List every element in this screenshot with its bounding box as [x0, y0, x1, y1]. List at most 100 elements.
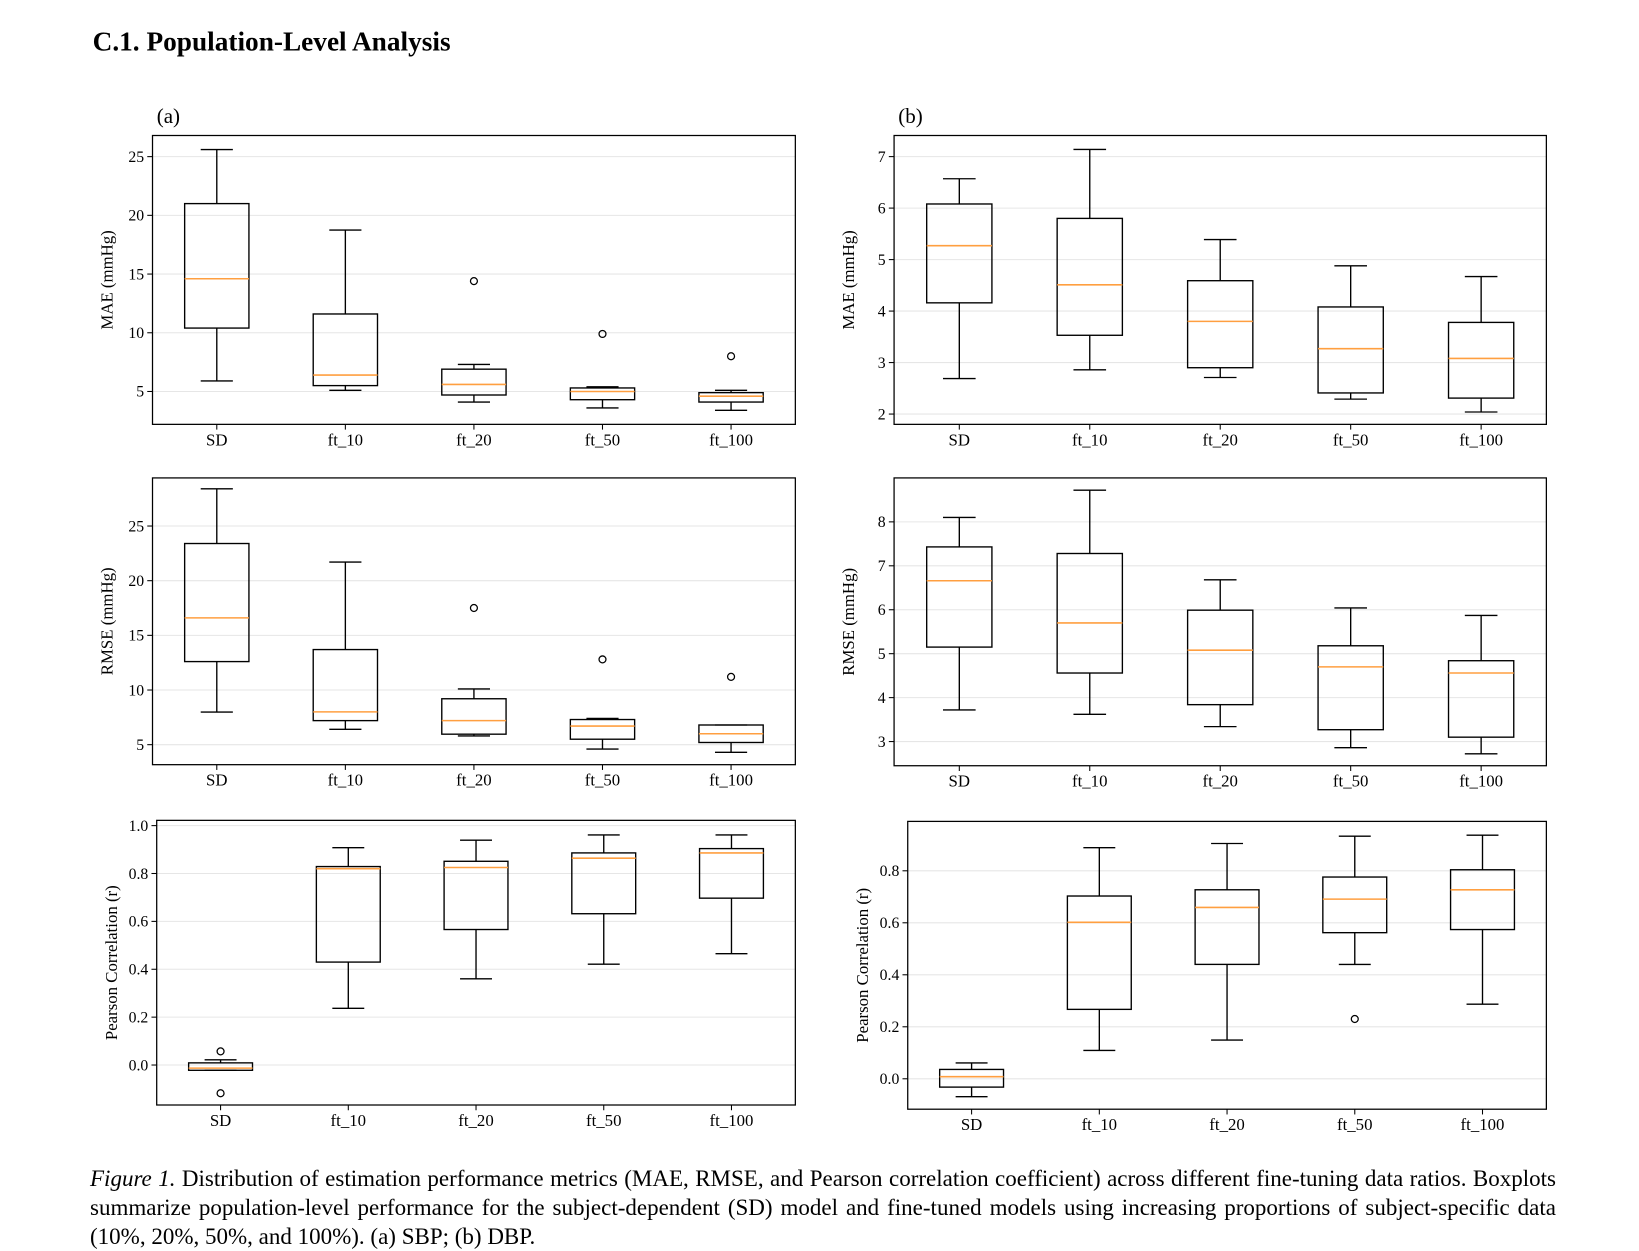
box — [183, 542, 250, 663]
caption: Figure 1. Distribution of estimation per… — [90, 1164, 1556, 1251]
flier — [216, 1089, 225, 1098]
y-tick-label: 20 — [128, 573, 144, 590]
box — [1186, 609, 1254, 706]
y-tick-label: 5 — [136, 384, 144, 401]
flier — [469, 277, 479, 286]
flier — [1350, 1014, 1359, 1024]
x-tick-label: ft_20 — [456, 771, 491, 790]
x-tick-label: ft_10 — [328, 430, 363, 449]
box — [938, 1068, 1005, 1088]
y-tick-label: 0.2 — [880, 1019, 900, 1036]
y-tick-label: 2 — [878, 406, 886, 423]
x-tick-label: ft_50 — [586, 1111, 621, 1130]
box — [183, 202, 250, 329]
x-tick-label: ft_10 — [1072, 772, 1107, 791]
x-tick-label: ft_50 — [1333, 772, 1368, 791]
x-tick-label: ft_10 — [1082, 1115, 1117, 1134]
flier — [216, 1047, 225, 1056]
x-tick-label: SD — [949, 772, 970, 791]
box — [187, 1062, 254, 1071]
x-tick-label: ft_10 — [331, 1111, 366, 1130]
box — [569, 718, 636, 740]
x-tick-label: ft_10 — [328, 771, 363, 790]
y-tick-label: 7 — [878, 149, 886, 166]
flier — [726, 672, 736, 681]
box — [1186, 280, 1254, 369]
box — [569, 387, 636, 401]
box — [698, 391, 764, 403]
box — [1194, 889, 1260, 966]
y-tick-label: 25 — [128, 518, 144, 535]
box — [1317, 306, 1384, 394]
box — [926, 203, 993, 304]
y-tick-label: 0.6 — [880, 915, 900, 932]
box — [441, 698, 507, 735]
section-title: C.1. Population-Level Analysis — [93, 26, 451, 56]
y-tick-label: 0.0 — [129, 1057, 149, 1074]
y-tick-label: 10 — [128, 325, 144, 342]
box — [571, 852, 637, 915]
y-tick-label: 0.4 — [880, 967, 900, 984]
x-tick-label: ft_20 — [1202, 430, 1237, 449]
y-tick-label: 0.6 — [129, 914, 149, 931]
y-tick-label: 5 — [878, 646, 886, 663]
box — [312, 313, 379, 387]
y-tick-label: 25 — [128, 149, 144, 166]
y-tick-label: 5 — [136, 737, 144, 754]
box — [1322, 876, 1388, 934]
x-tick-label: ft_100 — [709, 430, 753, 449]
x-tick-label: ft_10 — [1072, 430, 1107, 449]
box — [1449, 869, 1516, 931]
x-tick-label: SD — [210, 1111, 231, 1130]
box — [926, 546, 993, 648]
box — [698, 847, 765, 899]
y-tick-label: 3 — [878, 734, 886, 751]
x-tick-label: ft_50 — [585, 430, 620, 449]
x-tick-label: ft_50 — [1337, 1115, 1372, 1134]
x-tick-label: ft_50 — [585, 771, 620, 790]
y-tick-label: 4 — [878, 690, 886, 707]
y-axis-label: RMSE (mmHg) — [839, 568, 858, 676]
panel-label: (a) — [157, 104, 180, 128]
box — [1066, 895, 1132, 1011]
y-tick-label: 0.8 — [129, 866, 149, 883]
box — [315, 865, 381, 963]
x-tick-label: SD — [206, 430, 227, 449]
y-axis-label: Pearson Correlation (r) — [853, 888, 872, 1043]
y-tick-label: 6 — [878, 200, 886, 217]
y-tick-label: 0.4 — [129, 962, 149, 979]
caption-label: Figure 1. — [90, 1166, 176, 1191]
y-axis-label: MAE (mmHg) — [839, 230, 858, 329]
y-tick-label: 0.2 — [129, 1009, 149, 1026]
y-tick-label: 15 — [128, 628, 144, 645]
box — [441, 368, 507, 396]
x-tick-label: ft_100 — [1459, 772, 1503, 791]
box — [1056, 552, 1124, 674]
x-tick-label: ft_20 — [456, 430, 491, 449]
x-tick-label: ft_100 — [710, 1111, 754, 1130]
flier — [598, 655, 607, 664]
y-axis-label: RMSE (mmHg) — [98, 567, 117, 675]
caption-text: Distribution of estimation performance m… — [90, 1166, 1557, 1249]
box — [1317, 645, 1384, 731]
box — [1447, 660, 1515, 738]
y-tick-label: 5 — [878, 252, 886, 269]
x-tick-label: ft_50 — [1333, 430, 1368, 449]
y-tick-label: 10 — [128, 682, 144, 699]
x-tick-label: ft_20 — [458, 1111, 493, 1130]
box — [443, 860, 509, 931]
x-tick-label: ft_20 — [1202, 772, 1237, 791]
y-tick-label: 8 — [878, 514, 886, 531]
panel-label: (b) — [898, 104, 923, 128]
y-tick-label: 6 — [878, 602, 886, 619]
x-tick-label: ft_100 — [1459, 430, 1503, 449]
flier — [598, 329, 607, 339]
flier — [469, 603, 479, 613]
y-tick-label: 0.8 — [880, 863, 900, 880]
y-axis-label: Pearson Correlation (r) — [102, 885, 121, 1040]
box — [1056, 217, 1124, 336]
box — [312, 648, 379, 722]
x-tick-label: ft_20 — [1209, 1115, 1244, 1134]
x-tick-label: ft_100 — [1461, 1115, 1505, 1134]
y-tick-label: 15 — [128, 266, 144, 283]
